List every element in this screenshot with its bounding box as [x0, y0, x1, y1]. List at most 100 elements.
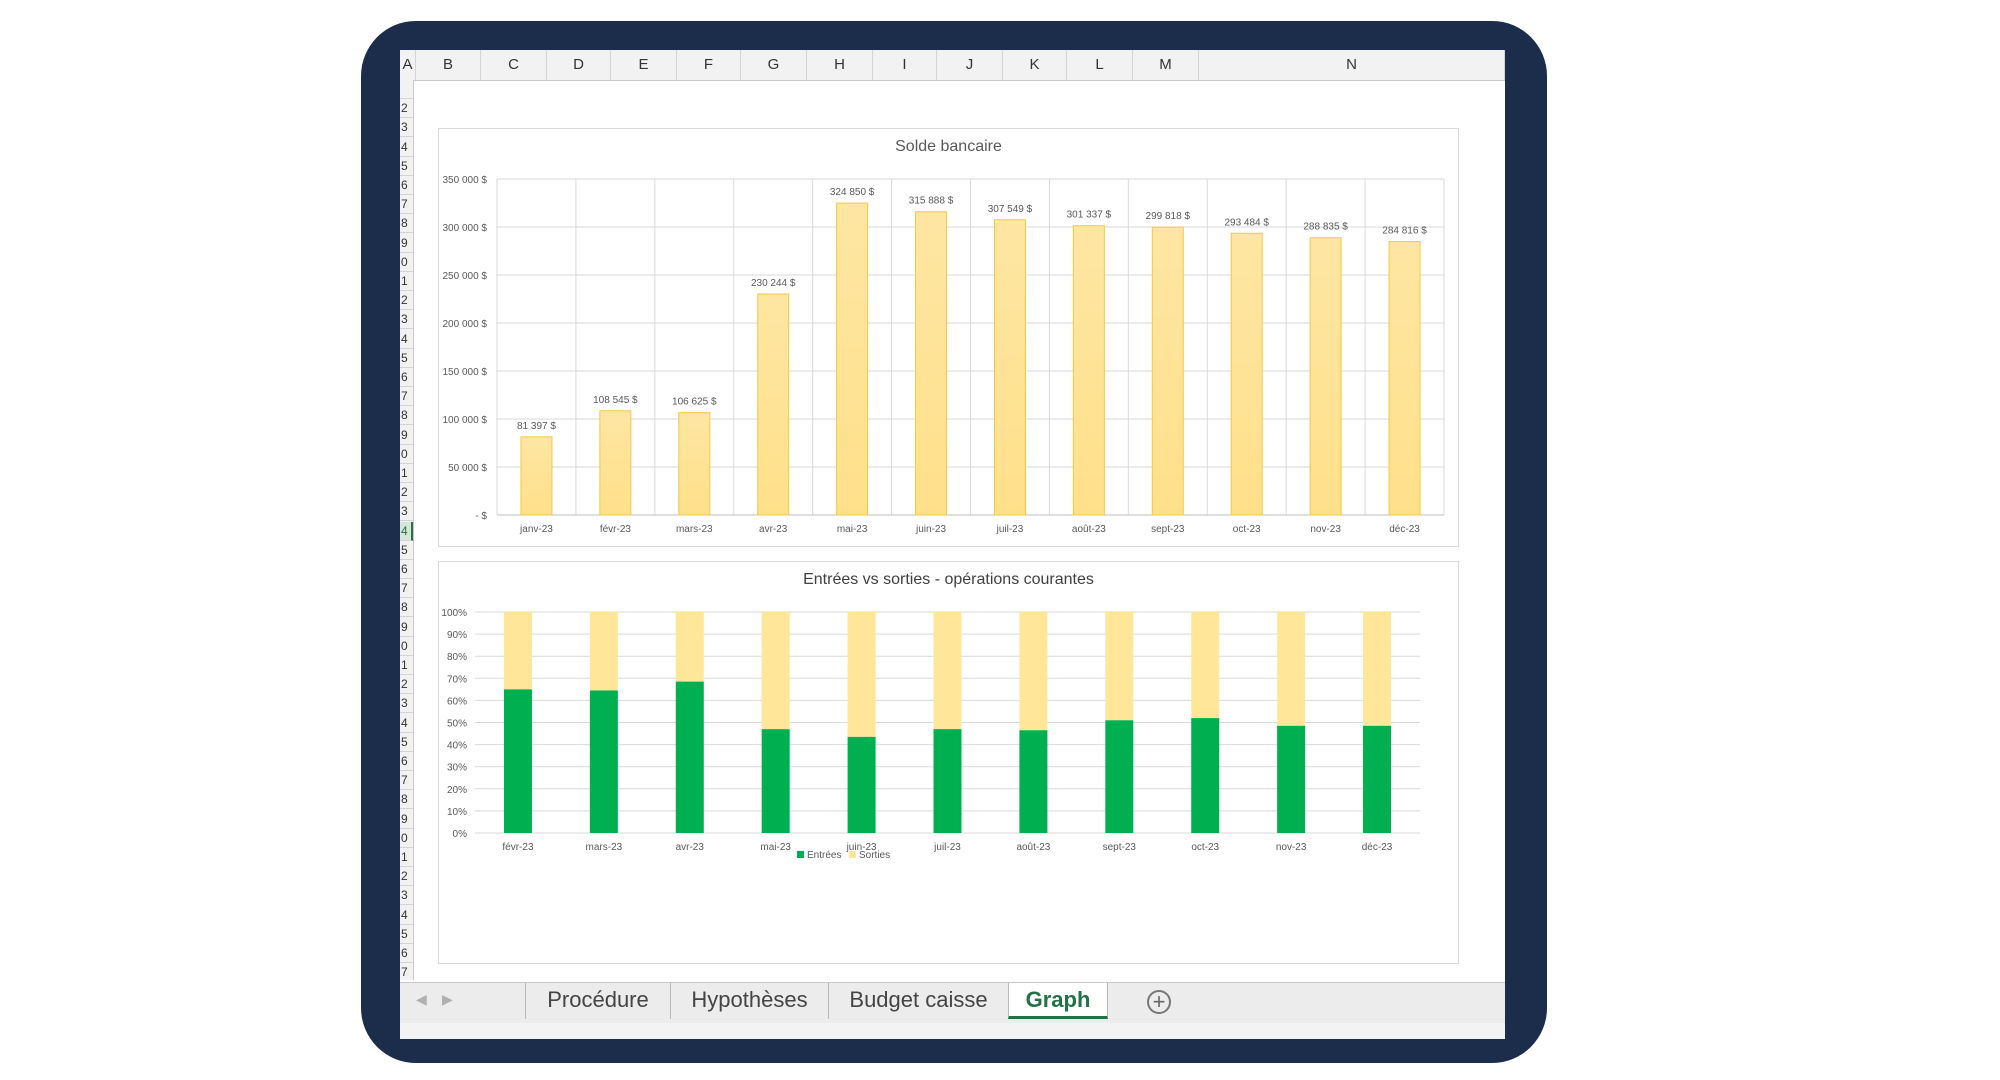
bar-sorties	[1363, 612, 1392, 726]
y-tick-label: 50%	[447, 719, 467, 730]
column-header-c[interactable]: C	[481, 50, 547, 80]
row-header[interactable]: 0	[400, 829, 413, 848]
column-header-k[interactable]: K	[1003, 50, 1067, 80]
row-header[interactable]: 3	[400, 118, 413, 138]
x-tick-label: août-23	[1016, 842, 1050, 853]
inflow-outflow-chart-title: Entrées vs sorties - opérations courante…	[803, 571, 1094, 588]
x-tick-label: janv-23	[519, 524, 553, 535]
tab-nav-next-icon[interactable]: ▶	[442, 991, 453, 1007]
bar-sorties	[675, 612, 704, 682]
y-tick-label: 20%	[447, 785, 467, 796]
bar-entrees	[1019, 730, 1048, 833]
row-header[interactable]: 9	[400, 234, 413, 253]
tab-procedure[interactable]: Procédure	[525, 983, 670, 1019]
row-header[interactable]: 8	[400, 790, 413, 810]
row-header[interactable]: 3	[400, 694, 413, 714]
bank-balance-chart[interactable]: Solde bancaire - $ 50 000 $ 100 000 $ 150 0…	[438, 128, 1459, 547]
row-header[interactable]: 7	[400, 579, 413, 599]
y-tick-label: 150 000 $	[443, 367, 488, 378]
row-header[interactable]: 2	[400, 675, 413, 695]
x-tick-label: oct-23	[1233, 524, 1261, 535]
tab-hypotheses[interactable]: Hypothèses	[670, 983, 828, 1019]
row-header[interactable]: 8	[400, 406, 413, 426]
row-header[interactable]: 1	[400, 848, 413, 867]
column-header-i[interactable]: I	[873, 50, 937, 80]
x-tick-label: nov-23	[1310, 524, 1341, 535]
row-header[interactable]: 6	[400, 944, 413, 963]
row-header[interactable]: 6	[400, 368, 413, 387]
column-header-h[interactable]: H	[807, 50, 873, 80]
inflow-outflow-chart[interactable]: Entrées vs sorties - opérations courante…	[438, 561, 1459, 964]
y-tick-label: 60%	[447, 696, 467, 707]
row-header[interactable]: 6	[400, 176, 413, 195]
row-header[interactable]: 7	[400, 387, 413, 407]
bar-entrees	[589, 690, 618, 833]
add-sheet-icon[interactable]: +	[1147, 990, 1171, 1014]
row-header[interactable]: 5	[400, 925, 413, 944]
bar	[1230, 232, 1263, 516]
x-tick-label: août-23	[1072, 524, 1106, 535]
row-header[interactable]: 0	[400, 637, 413, 656]
column-header-f[interactable]: F	[677, 50, 741, 80]
bar	[678, 412, 711, 516]
column-header-d[interactable]: D	[547, 50, 611, 80]
row-header[interactable]: 9	[400, 426, 413, 445]
row-header[interactable]: 7	[400, 195, 413, 215]
x-tick-label: nov-23	[1276, 842, 1307, 853]
data-label: 301 337 $	[1067, 210, 1112, 221]
tab-budget-caisse[interactable]: Budget caisse	[828, 983, 1008, 1019]
column-header-g[interactable]: G	[741, 50, 807, 80]
legend-swatch-sorties	[849, 851, 856, 858]
row-header[interactable]: 7	[400, 771, 413, 791]
row-header[interactable]: 4	[400, 330, 413, 349]
row-header[interactable]: 3	[400, 886, 413, 906]
data-label: 81 397 $	[517, 421, 556, 432]
row-header[interactable]: 2	[400, 99, 413, 119]
row-header[interactable]: 5	[400, 541, 413, 560]
row-header[interactable]: 2	[400, 483, 413, 503]
column-header-n[interactable]: N	[1199, 50, 1505, 80]
row-header[interactable]: 1	[400, 656, 413, 675]
inflow-outflow-chart-plot: 0% 10% 20% 30% 40% 50% 60% 70% 80% 90% 100% févr-23…	[441, 608, 1420, 861]
row-header[interactable]: 9	[400, 810, 413, 829]
row-header[interactable]: 0	[400, 445, 413, 464]
row-header[interactable]: 9	[400, 618, 413, 637]
bar-entrees	[933, 729, 962, 833]
row-header[interactable]: 4	[400, 714, 413, 733]
column-header-l[interactable]: L	[1067, 50, 1133, 80]
row-header[interactable]: 0	[400, 253, 413, 272]
row-header[interactable]: 5	[400, 157, 413, 176]
tab-graph[interactable]: Graph	[1008, 983, 1108, 1019]
row-header[interactable]	[400, 80, 413, 99]
y-tick-label: - $	[475, 511, 487, 522]
bar-entrees	[503, 689, 532, 833]
row-header[interactable]: 6	[400, 560, 413, 579]
row-header[interactable]: 4	[400, 906, 413, 925]
row-header[interactable]: 2	[400, 867, 413, 887]
y-tick-label: 90%	[447, 630, 467, 641]
column-header-j[interactable]: J	[937, 50, 1003, 80]
bar-sorties	[933, 612, 962, 730]
row-header[interactable]: 1	[400, 272, 413, 291]
column-header-b[interactable]: B	[416, 50, 481, 80]
column-header-e[interactable]: E	[611, 50, 677, 80]
y-tick-label: 40%	[447, 741, 467, 752]
row-header[interactable]: 5	[400, 349, 413, 368]
row-header[interactable]: 5	[400, 733, 413, 752]
row-header[interactable]: 7	[400, 963, 413, 980]
row-header[interactable]: 3	[400, 502, 413, 522]
row-header[interactable]: 8	[400, 214, 413, 234]
row-header[interactable]: 4	[400, 521, 413, 541]
row-header[interactable]: 1	[400, 464, 413, 483]
column-header-a[interactable]: A	[400, 50, 416, 80]
row-header[interactable]: 6	[400, 752, 413, 771]
row-header[interactable]: 4	[400, 138, 413, 157]
column-header-m[interactable]: M	[1133, 50, 1199, 80]
tab-nav-prev-icon[interactable]: ◀	[416, 991, 427, 1007]
row-header[interactable]: 3	[400, 310, 413, 330]
row-header[interactable]: 2	[400, 291, 413, 311]
y-tick-label: 30%	[447, 763, 467, 774]
bar-entrees	[761, 729, 790, 833]
row-header[interactable]: 8	[400, 598, 413, 618]
